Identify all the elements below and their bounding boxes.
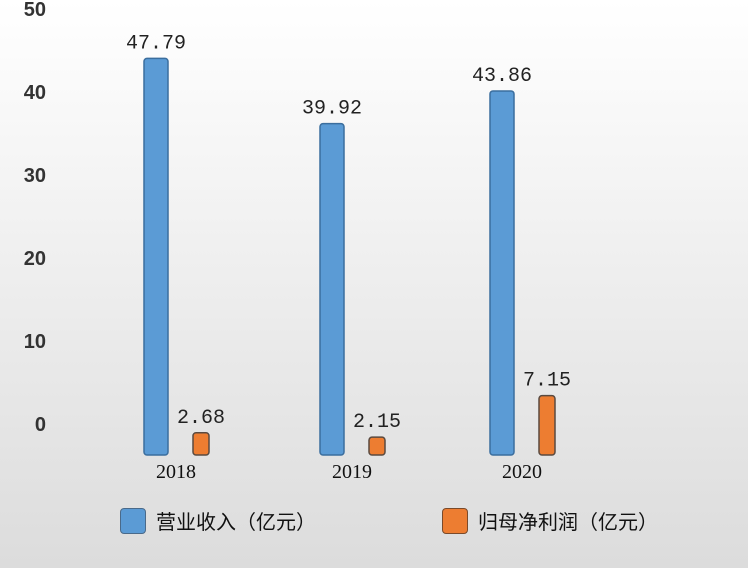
legend-swatch-net-profit xyxy=(442,507,468,534)
y-tick-label: 30 xyxy=(24,165,46,187)
data-label: 39.92 xyxy=(302,98,362,121)
legend-label-net-profit: 归母净利润（亿元） xyxy=(478,510,658,534)
revenue-bar xyxy=(489,90,515,456)
revenue-bar xyxy=(319,122,345,456)
x-tick-label: 2019 xyxy=(332,461,372,483)
data-label: 2.15 xyxy=(353,411,401,434)
y-tick-label: 20 xyxy=(24,248,46,270)
net-profit-bar xyxy=(538,394,556,456)
y-tick-label: 50 xyxy=(24,0,46,21)
y-tick-label: 0 xyxy=(35,414,46,436)
y-tick-label: 40 xyxy=(24,82,46,104)
x-tick-label: 2020 xyxy=(502,461,542,483)
legend-item-net-profit: 归母净利润（亿元） xyxy=(442,506,658,535)
legend-label-revenue: 营业收入（亿元） xyxy=(156,510,316,534)
x-tick-label: 2018 xyxy=(156,461,196,483)
net-profit-bar xyxy=(368,436,386,456)
revenue-bar xyxy=(143,57,169,456)
data-label: 43.86 xyxy=(472,65,532,88)
legend-item-revenue: 营业收入（亿元） xyxy=(120,506,316,535)
legend-swatch-revenue xyxy=(120,507,146,534)
legend: 营业收入（亿元） 归母净利润（亿元） xyxy=(0,506,748,542)
data-label: 7.15 xyxy=(523,370,571,393)
data-label: 47.79 xyxy=(126,32,186,55)
data-label: 2.68 xyxy=(177,407,225,430)
y-tick-label: 10 xyxy=(24,331,46,353)
net-profit-bar xyxy=(192,432,210,456)
